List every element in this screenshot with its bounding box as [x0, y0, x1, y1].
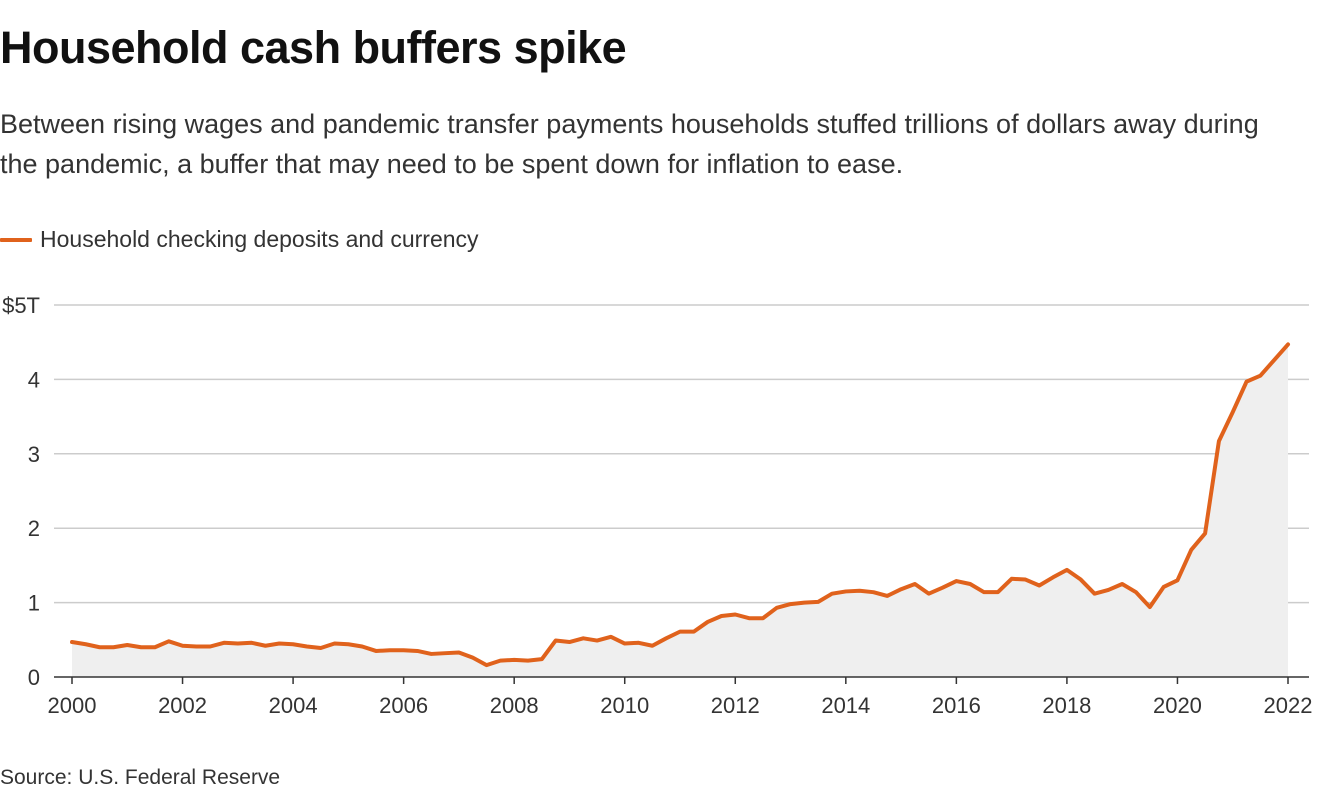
- x-tick-label: 2010: [600, 693, 649, 718]
- area-chart: 0 1 2 3 4 $5T 2000 2002 2004 2006 2008 2010 2012 201…: [2, 293, 1313, 718]
- legend-swatch: [0, 237, 32, 242]
- y-tick-label: 4: [28, 367, 40, 392]
- area-fill-layer: [72, 344, 1288, 677]
- y-tick-label: 0: [28, 665, 40, 690]
- x-tick-label: 2008: [490, 693, 539, 718]
- x-tick-label: 2002: [158, 693, 207, 718]
- x-tick-label: 2018: [1042, 693, 1091, 718]
- source-note: Source: U.S. Federal Reserve: [0, 766, 281, 789]
- gridlines: [54, 304, 1309, 604]
- y-tick-label: 3: [28, 442, 40, 467]
- x-tick-label: 2014: [821, 693, 870, 718]
- legend: Household checking deposits and currency: [0, 226, 479, 253]
- x-tick-label: 2004: [269, 693, 318, 718]
- y-axis: 0 1 2 3 4 $5T: [2, 293, 40, 690]
- x-tick-label: 2022: [1264, 693, 1313, 718]
- y-tick-label: $5T: [2, 293, 40, 318]
- series-area-fill: [72, 344, 1288, 677]
- chart-title: Household cash buffers spike: [0, 22, 627, 73]
- x-tick-label: 2000: [48, 693, 97, 718]
- x-tick-label: 2016: [932, 693, 981, 718]
- chart-subtitle: Between rising wages and pandemic transf…: [0, 109, 1259, 179]
- x-tick-label: 2020: [1153, 693, 1202, 718]
- x-tick-label: 2006: [379, 693, 428, 718]
- series-line: [70, 342, 1290, 668]
- y-tick-label: 1: [28, 591, 40, 616]
- x-tick-label: 2012: [711, 693, 760, 718]
- legend-label: Household checking deposits and currency: [40, 226, 479, 252]
- x-axis: 2000 2002 2004 2006 2008 2010 2012 2014 2016 2018…: [48, 676, 1313, 718]
- series-line-layer: [70, 342, 1290, 668]
- y-tick-label: 2: [28, 516, 40, 541]
